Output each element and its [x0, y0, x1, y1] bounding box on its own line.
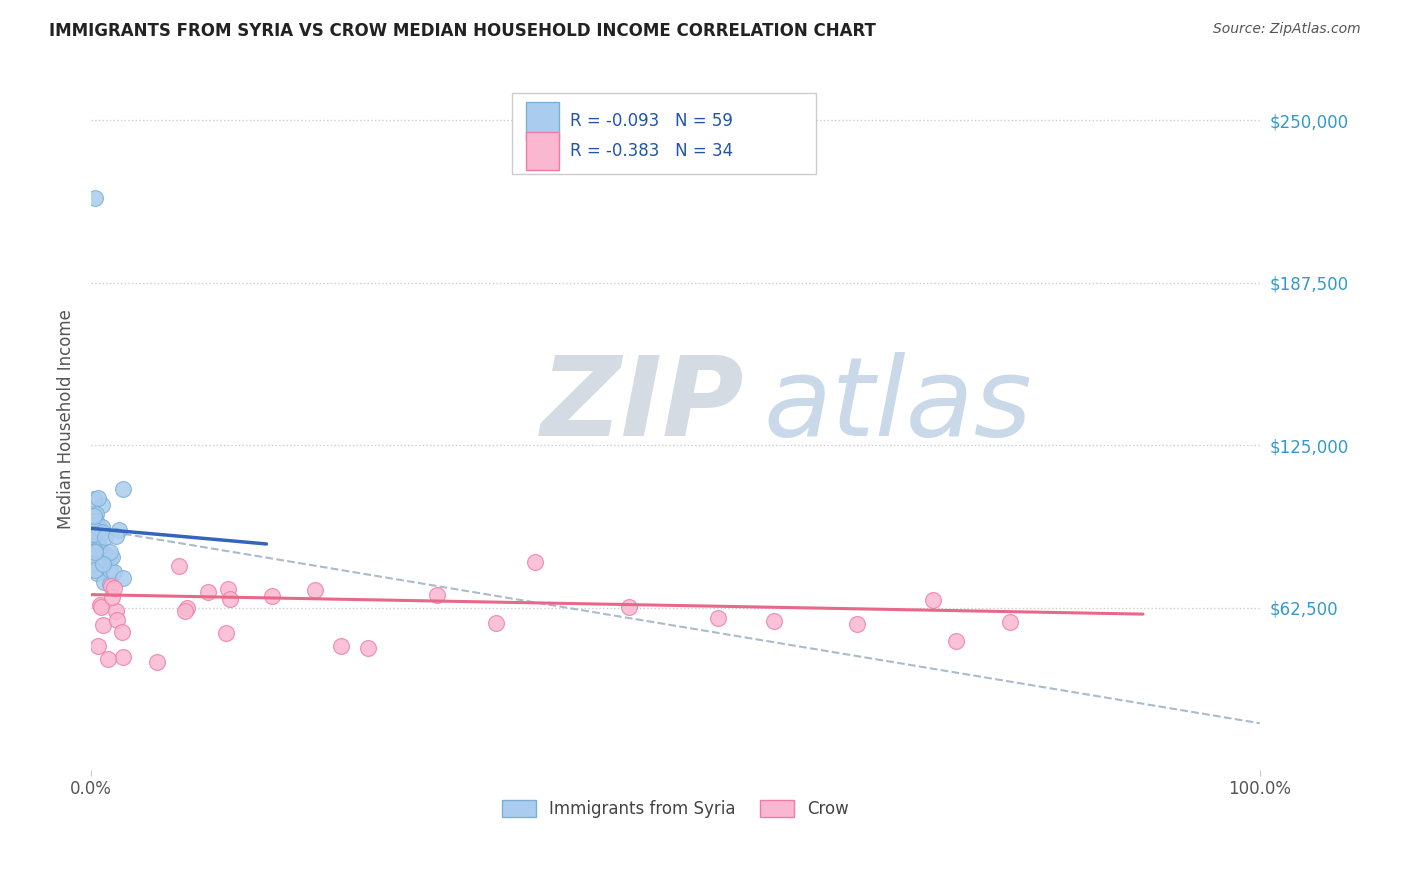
Point: [86, 520, 108, 534]
Point: [617, 600, 640, 615]
Point: [84, 507, 107, 521]
Point: [89, 528, 111, 542]
Point: [167, 558, 190, 573]
Point: [524, 555, 547, 569]
Point: [93, 574, 115, 589]
Point: [89, 539, 111, 553]
Text: IMMIGRANTS FROM SYRIA VS CROW MEDIAN HOUSEHOLD INCOME CORRELATION CHART: IMMIGRANTS FROM SYRIA VS CROW MEDIAN HOU…: [49, 22, 876, 40]
Point: [217, 582, 239, 596]
Point: [329, 639, 352, 653]
Point: [84, 542, 107, 557]
Point: [91, 618, 114, 632]
Point: [84, 514, 107, 528]
Point: [485, 615, 508, 630]
Point: [111, 483, 134, 497]
Point: [262, 589, 284, 603]
Point: [98, 563, 121, 577]
Point: [89, 598, 111, 612]
Point: [94, 530, 117, 544]
Point: [89, 560, 111, 574]
Point: [173, 604, 195, 618]
Legend: Immigrants from Syria, Crow: Immigrants from Syria, Crow: [495, 793, 855, 825]
Point: [90, 499, 112, 513]
Point: [91, 525, 114, 540]
Point: [87, 523, 110, 537]
Point: [83, 191, 105, 205]
Point: [83, 545, 105, 559]
FancyBboxPatch shape: [512, 93, 815, 174]
Point: [91, 557, 114, 571]
Point: [86, 566, 108, 580]
Point: [83, 527, 105, 541]
Point: [86, 527, 108, 541]
Point: [111, 650, 134, 665]
Point: [111, 572, 134, 586]
Point: [82, 546, 104, 560]
Point: [80, 557, 103, 571]
Point: [707, 611, 730, 625]
Point: [86, 516, 108, 531]
FancyBboxPatch shape: [526, 132, 558, 170]
Point: [107, 523, 129, 537]
Point: [846, 617, 869, 632]
Point: [101, 550, 124, 565]
Text: ZIP: ZIP: [541, 351, 745, 458]
Point: [922, 593, 945, 607]
Point: [100, 579, 122, 593]
Point: [96, 551, 118, 566]
Point: [98, 577, 121, 591]
Point: [426, 588, 449, 602]
Text: Source: ZipAtlas.com: Source: ZipAtlas.com: [1213, 22, 1361, 37]
Point: [84, 541, 107, 555]
Y-axis label: Median Household Income: Median Household Income: [58, 310, 75, 529]
Point: [90, 600, 112, 615]
Point: [84, 524, 107, 538]
Text: atlas: atlas: [763, 351, 1032, 458]
Point: [82, 523, 104, 537]
Point: [84, 544, 107, 558]
Point: [94, 554, 117, 568]
Point: [100, 590, 122, 604]
Point: [176, 600, 198, 615]
Point: [83, 491, 105, 506]
Point: [111, 624, 134, 639]
Point: [763, 614, 786, 628]
Point: [93, 547, 115, 561]
FancyBboxPatch shape: [526, 102, 558, 141]
Point: [82, 518, 104, 533]
Point: [84, 533, 107, 548]
Text: R = -0.093   N = 59: R = -0.093 N = 59: [571, 112, 733, 130]
Point: [103, 566, 125, 580]
Point: [86, 639, 108, 653]
Point: [84, 524, 107, 539]
Point: [80, 529, 103, 543]
Point: [214, 626, 236, 640]
Point: [98, 545, 121, 559]
Point: [98, 550, 121, 565]
Point: [83, 509, 105, 524]
Point: [82, 541, 104, 556]
Point: [104, 604, 127, 618]
Point: [945, 633, 967, 648]
Point: [219, 592, 242, 607]
Point: [105, 613, 128, 627]
Point: [87, 491, 110, 505]
Point: [104, 529, 127, 543]
Point: [197, 585, 219, 599]
Point: [146, 655, 169, 669]
Point: [998, 615, 1021, 629]
Point: [86, 552, 108, 566]
Point: [103, 581, 125, 595]
Point: [90, 520, 112, 534]
Text: R = -0.383   N = 34: R = -0.383 N = 34: [571, 142, 734, 161]
Point: [304, 583, 326, 598]
Point: [87, 531, 110, 545]
Point: [89, 540, 111, 554]
Point: [97, 652, 120, 666]
Point: [83, 545, 105, 559]
Point: [84, 563, 107, 577]
Point: [357, 640, 380, 655]
